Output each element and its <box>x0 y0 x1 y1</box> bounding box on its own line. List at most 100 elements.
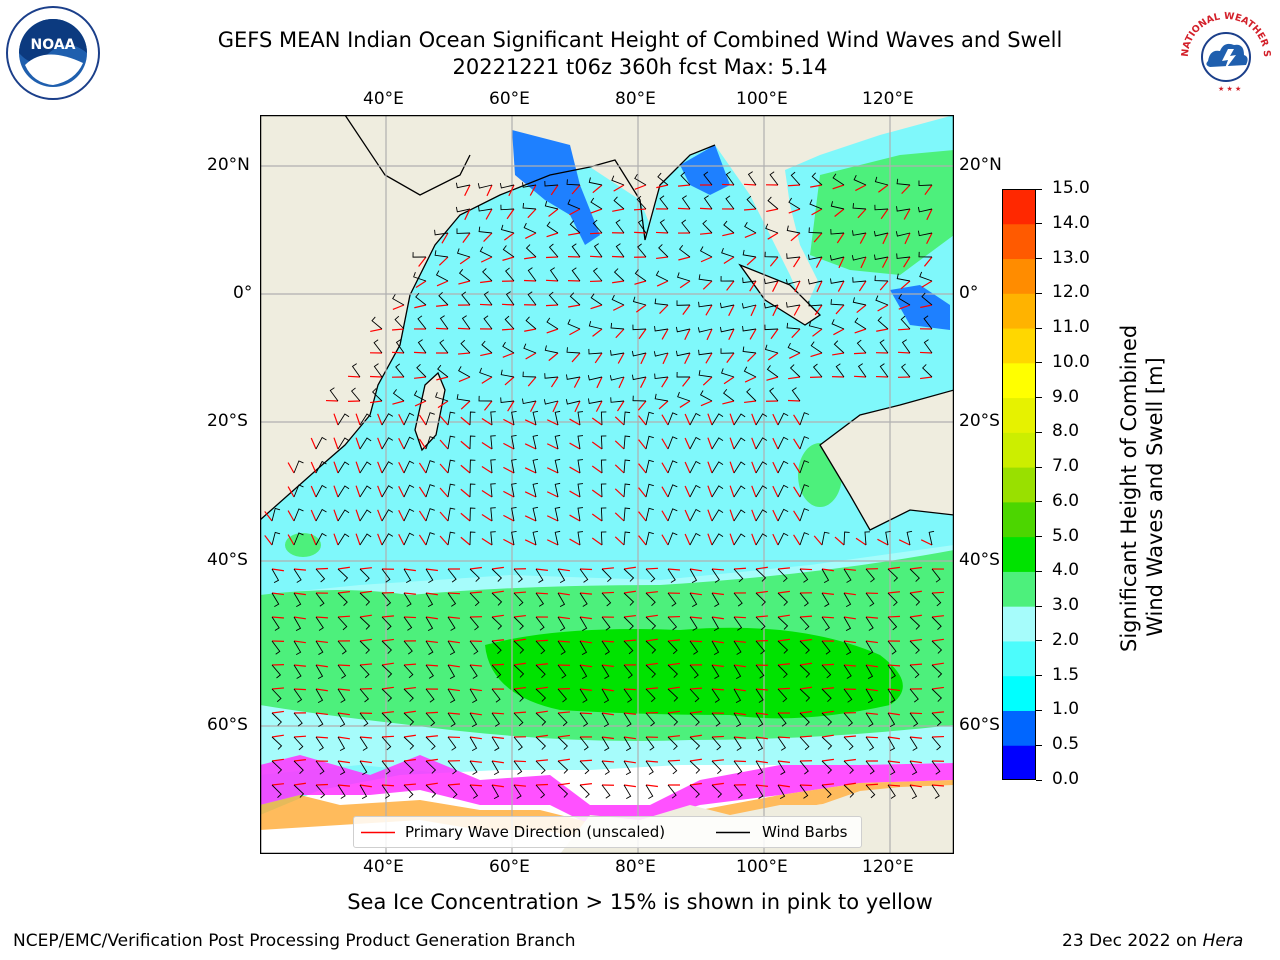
wind-barb <box>680 171 691 186</box>
wind-barb <box>403 784 414 799</box>
colorbar-cell <box>1002 258 1036 294</box>
wave-direction-arrow <box>799 568 813 571</box>
wind-barb <box>271 592 280 607</box>
wind-barb <box>741 303 757 309</box>
wind-barb <box>711 736 722 751</box>
colorbar-tick-mark <box>1036 640 1042 642</box>
wind-barb <box>532 506 539 522</box>
colorbar-tick-label: 13.0 <box>1052 247 1090 268</box>
colorbar-tick-mark <box>1036 605 1042 607</box>
wind-barb <box>654 298 669 306</box>
wind-barb <box>799 412 810 426</box>
wave-direction-arrow <box>707 461 713 474</box>
wind-barb <box>852 203 867 210</box>
wind-barb <box>271 664 282 679</box>
wave-blue-indonesia <box>890 285 950 330</box>
wind-barb <box>703 171 713 186</box>
wave-direction-arrow <box>901 184 911 195</box>
wave-direction-arrow <box>810 352 823 358</box>
wind-barb <box>777 592 789 606</box>
wave-direction-arrow <box>503 466 515 474</box>
wave-direction-arrow <box>333 485 339 498</box>
wave-direction-arrow <box>909 566 922 570</box>
wave-direction-arrow <box>457 352 471 355</box>
wave-direction-arrow <box>855 537 867 546</box>
wind-barb <box>579 568 589 583</box>
wave-direction-arrow <box>415 280 427 289</box>
wind-barb <box>337 413 350 426</box>
wave-direction-arrow <box>614 464 625 474</box>
wind-barb <box>678 244 691 258</box>
wave-direction-arrow <box>413 351 427 354</box>
wave-direction-arrow <box>370 328 383 333</box>
wind-barb <box>896 273 911 282</box>
wave-direction-arrow <box>381 784 395 787</box>
wind-barb <box>579 616 588 631</box>
wind-barb <box>711 437 724 450</box>
wind-barb <box>579 688 588 703</box>
wave-direction-arrow <box>700 400 713 407</box>
wind-barb <box>667 616 678 631</box>
wind-barb <box>931 616 942 630</box>
wind-barb <box>721 247 735 258</box>
wave-direction-arrow <box>767 232 779 240</box>
wind-barb <box>636 195 647 210</box>
wind-barb <box>371 316 383 330</box>
wind-barb <box>843 784 855 798</box>
wave-direction-arrow <box>931 591 945 594</box>
wave-direction-arrow <box>333 461 339 474</box>
wave-direction-arrow <box>546 467 559 474</box>
wind-barb <box>676 371 691 378</box>
wave-direction-arrow <box>770 328 779 340</box>
wave-direction-arrow <box>591 417 603 426</box>
wind-barb <box>865 568 875 583</box>
wave-direction-arrow <box>821 783 835 786</box>
wave-direction-arrow <box>661 328 669 340</box>
wave-direction-arrow <box>729 437 735 450</box>
wave-direction-arrow <box>548 208 559 217</box>
wind-barb <box>469 483 476 498</box>
wave-direction-arrow <box>856 304 867 314</box>
wave-direction-arrow <box>392 400 405 405</box>
wave-direction-arrow <box>529 400 537 412</box>
wave-direction-arrow <box>667 686 680 690</box>
wave-direction-arrow <box>535 592 549 595</box>
wave-direction-arrow <box>931 638 944 642</box>
wind-barb <box>909 688 919 703</box>
wave-direction-arrow <box>287 486 295 498</box>
wind-barb <box>601 616 611 631</box>
wave-direction-arrow <box>618 376 625 389</box>
wave-direction-arrow <box>392 304 405 311</box>
wind-barb <box>746 195 757 210</box>
wind-barb <box>469 459 476 474</box>
wind-barb <box>615 219 625 234</box>
wave-direction-arrow <box>865 736 879 739</box>
wind-barb <box>645 712 656 727</box>
wave-direction-arrow <box>838 256 845 269</box>
wind-barb <box>667 436 678 450</box>
wind-barb <box>535 664 546 678</box>
wind-barb <box>755 760 764 776</box>
wind-barb <box>799 760 809 775</box>
wind-barb <box>579 736 589 751</box>
wave-direction-arrow <box>480 280 493 284</box>
wave-direction-arrow <box>931 662 944 666</box>
wind-barb <box>546 221 559 234</box>
wind-barb <box>667 712 679 726</box>
lat-label-right-20n: 20°N <box>959 155 1002 175</box>
wave-direction-arrow <box>898 304 911 310</box>
wind-barb <box>865 712 874 727</box>
wind-barb <box>733 568 744 583</box>
wind-barb <box>623 736 632 752</box>
wind-barb <box>853 175 867 186</box>
wave-direction-arrow <box>821 710 834 714</box>
wind-barb <box>777 664 788 678</box>
wind-barb <box>293 568 302 583</box>
wind-barb <box>931 640 943 654</box>
wave-direction-arrow <box>920 539 933 546</box>
wind-barb <box>830 201 845 210</box>
coastline-africa <box>260 166 591 521</box>
wind-barb <box>478 226 493 234</box>
wind-barb <box>425 568 434 583</box>
wave-direction-arrow <box>689 782 702 786</box>
